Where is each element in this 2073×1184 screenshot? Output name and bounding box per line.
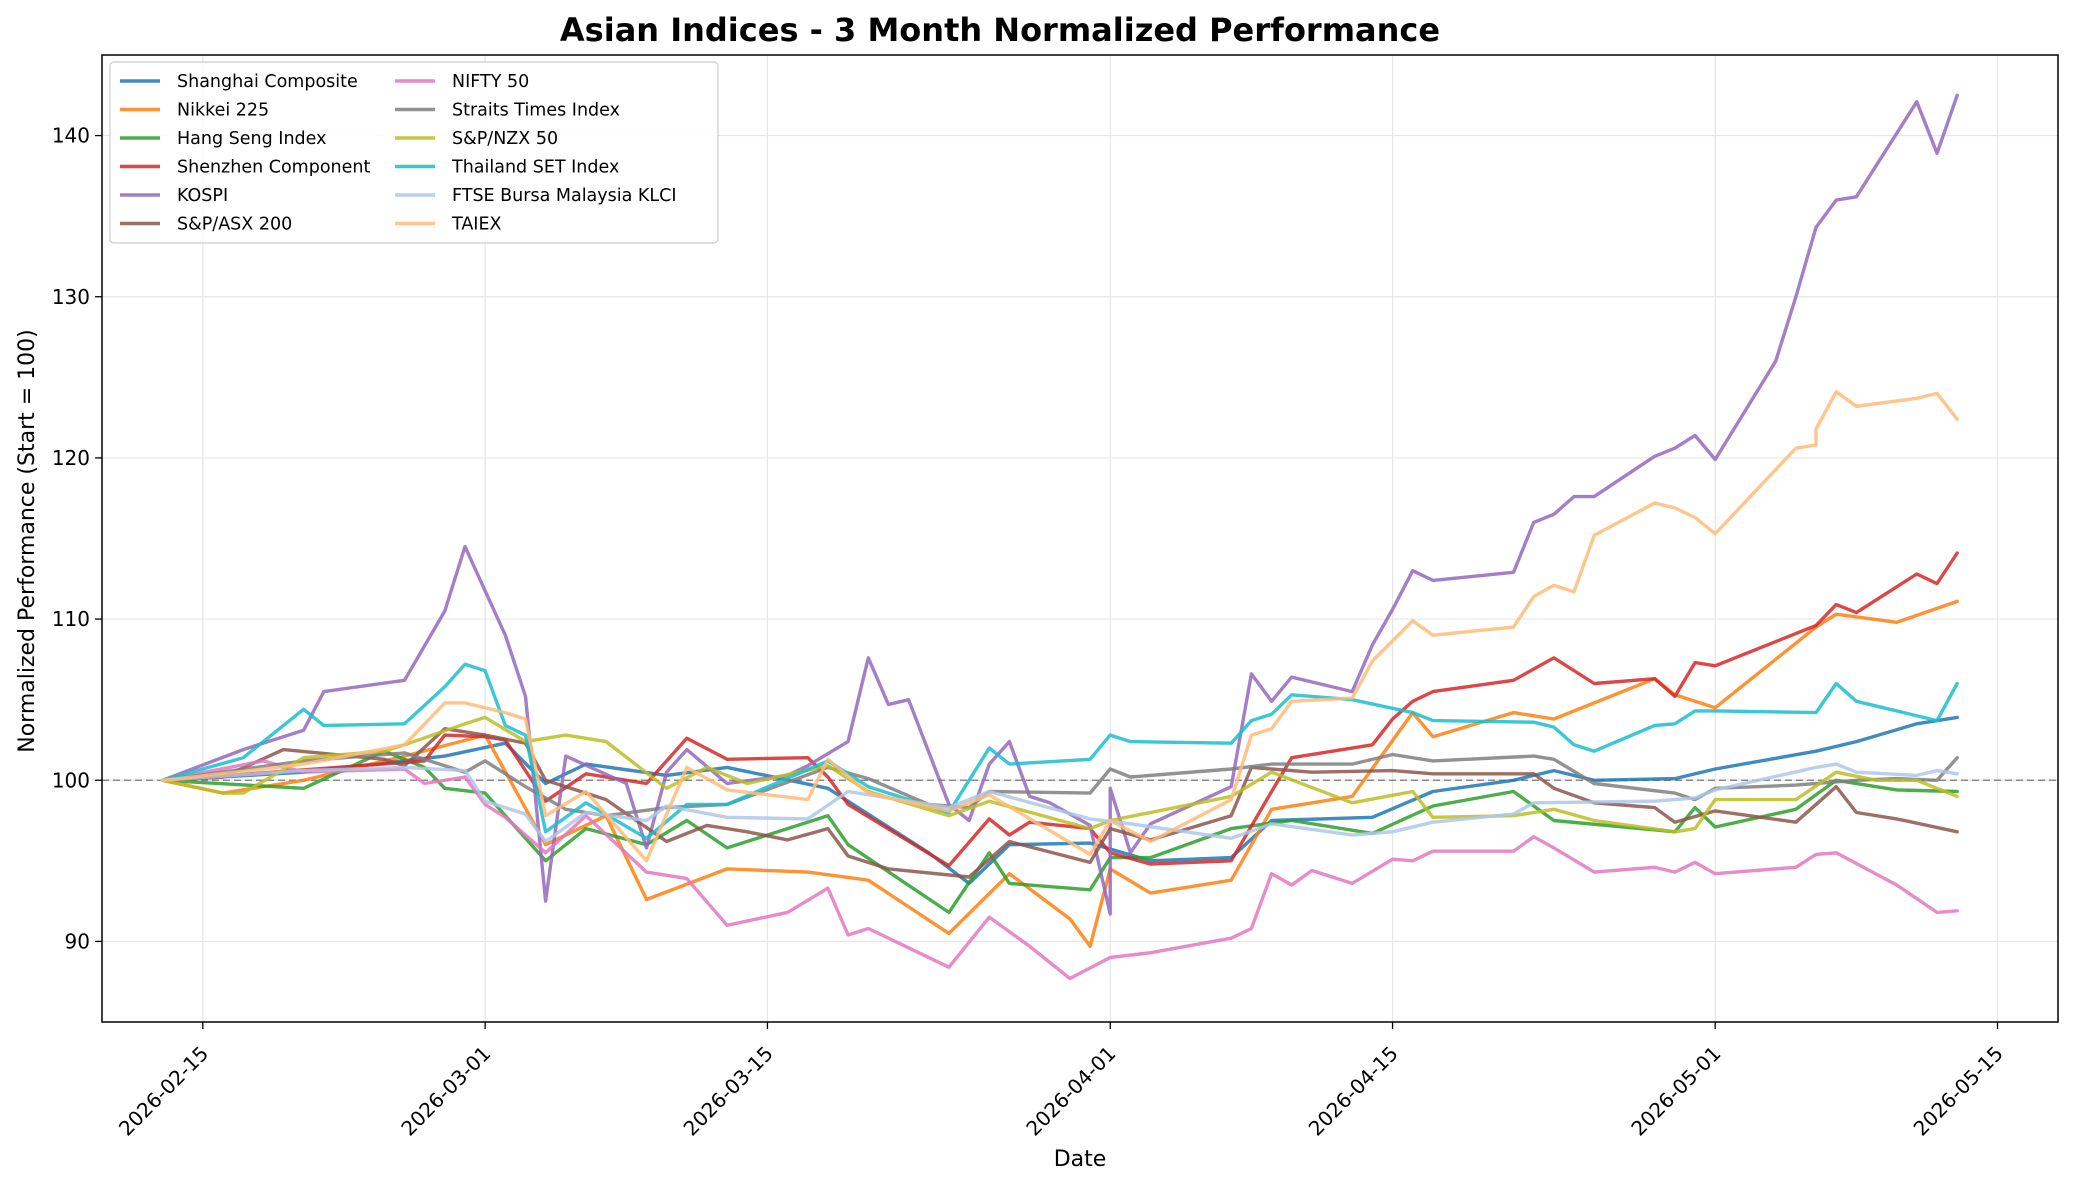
legend-label: Thailand SET Index <box>451 158 619 178</box>
legend-label: KOSPI <box>177 186 228 206</box>
x-axis-label: Date <box>1054 1147 1107 1172</box>
series-line <box>160 715 1959 886</box>
legend-label: S&P/ASX 200 <box>177 215 292 235</box>
series-line <box>160 390 1959 863</box>
y-tick-label: 90 <box>65 929 90 953</box>
y-tick-label: 120 <box>52 446 90 470</box>
y-axis-label: Normalized Performance (Start = 100) <box>15 329 40 752</box>
chart-title: Asian Indices - 3 Month Normalized Perfo… <box>560 11 1440 49</box>
legend-label: Hang Seng Index <box>177 129 326 149</box>
series-line <box>160 662 1959 840</box>
legend-label: S&P/NZX 50 <box>452 129 558 149</box>
y-tick-label: 110 <box>52 607 90 631</box>
legend-box <box>109 61 719 244</box>
legend-label: Straits Times Index <box>452 101 620 121</box>
legend-label: NIFTY 50 <box>452 72 529 92</box>
y-tick-label: 100 <box>52 768 90 792</box>
series-lines <box>160 93 1959 981</box>
legend-label: Nikkei 225 <box>177 101 269 121</box>
legend-label: TAIEX <box>451 215 502 235</box>
series-line <box>160 727 1959 879</box>
y-tick-label: 140 <box>52 124 90 148</box>
plot-frame <box>101 54 2059 1023</box>
legend-label: Shenzhen Component <box>177 158 370 178</box>
legend: Shanghai Composite Nikkei 225 Hang Seng In… <box>109 61 719 244</box>
y-tick-label: 130 <box>52 285 90 309</box>
series-line <box>160 715 1959 834</box>
legend-label: FTSE Bursa Malaysia KLCI <box>452 186 677 206</box>
legend-label: Shanghai Composite <box>177 72 358 92</box>
series-line <box>160 762 1959 844</box>
series-line <box>160 759 1959 981</box>
